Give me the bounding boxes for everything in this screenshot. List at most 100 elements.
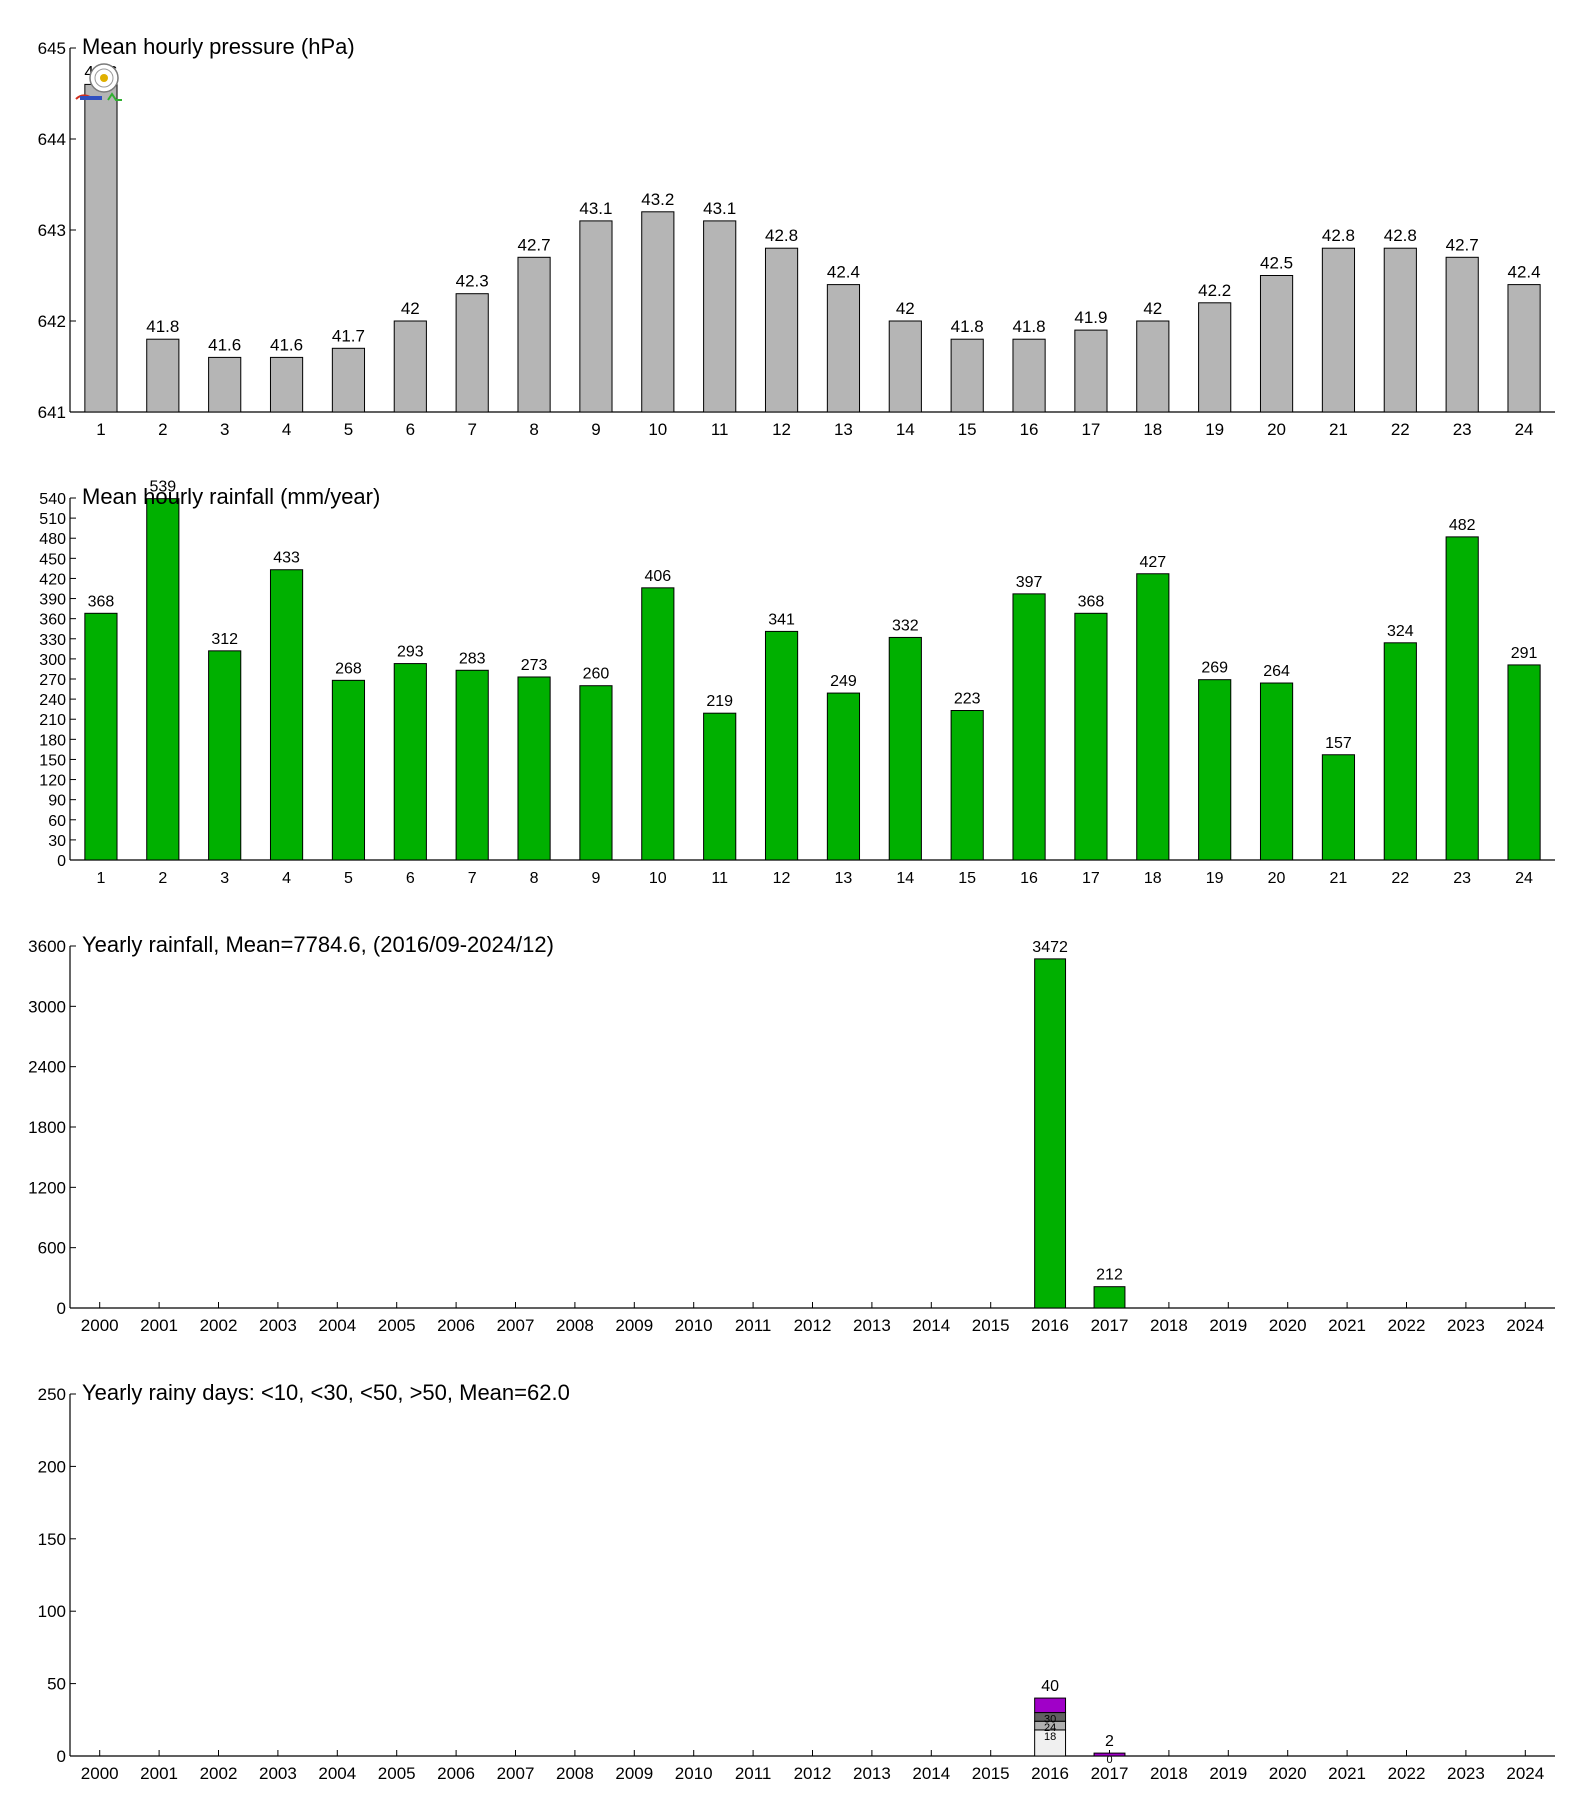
x-tick-label: 7	[467, 420, 476, 439]
bar	[208, 650, 242, 861]
bar	[826, 692, 861, 861]
x-tick-label: 2004	[318, 1316, 356, 1335]
x-tick-label: 2003	[259, 1316, 297, 1335]
x-tick-label: 2013	[853, 1316, 891, 1335]
x-tick-label: 2002	[200, 1316, 238, 1335]
data-label: 223	[954, 691, 981, 708]
x-tick-label: 2000	[81, 1764, 119, 1783]
x-tick-label: 23	[1453, 420, 1472, 439]
y-tick-label: 240	[39, 692, 66, 709]
x-tick-label: 2001	[140, 1316, 178, 1335]
x-tick-label: 2017	[1091, 1764, 1129, 1783]
y-tick-label: 1200	[28, 1178, 66, 1197]
x-tick-label: 9	[591, 420, 600, 439]
x-tick-label: 4	[282, 420, 291, 439]
y-tick-label: 643	[38, 221, 66, 240]
x-tick-label: 2006	[437, 1764, 475, 1783]
data-label: 42	[896, 299, 915, 318]
x-tick-label: 2023	[1447, 1764, 1485, 1783]
bar	[950, 710, 984, 861]
bar	[1321, 754, 1356, 861]
y-tick-label: 150	[39, 752, 66, 769]
x-tick-label: 2009	[615, 1316, 653, 1335]
y-tick-label: 390	[39, 592, 66, 609]
y-tick-label: 150	[38, 1530, 66, 1549]
chart-2-mean-hourly-rainfall: 0306090120150180210240270300330360390420…	[39, 479, 1555, 887]
data-label: 43.1	[579, 199, 612, 218]
bar	[455, 293, 489, 413]
bar	[208, 356, 242, 413]
y-tick-label: 300	[39, 652, 66, 669]
data-label: 41.8	[951, 317, 984, 336]
data-label: 3472	[1032, 939, 1068, 956]
y-tick-label: 200	[38, 1457, 66, 1476]
x-tick-label: 2011	[735, 1764, 772, 1783]
data-label: 433	[273, 550, 300, 567]
data-label: 368	[1078, 593, 1105, 610]
bar	[1383, 642, 1417, 861]
y-tick-label: 330	[39, 632, 66, 649]
bar	[826, 284, 861, 413]
bar	[331, 347, 366, 413]
x-tick-label: 8	[530, 870, 539, 887]
y-tick-label: 2400	[28, 1058, 66, 1077]
x-tick-label: 15	[958, 870, 976, 887]
x-tick-label: 18	[1143, 420, 1162, 439]
bar	[269, 569, 304, 861]
bar	[517, 676, 551, 861]
x-tick-label: 10	[648, 420, 667, 439]
bar	[1445, 536, 1479, 861]
x-tick-label: 6	[406, 420, 415, 439]
y-tick-label: 180	[39, 732, 66, 749]
y-tick-label: 60	[48, 813, 66, 830]
bar	[1012, 338, 1046, 413]
x-tick-label: 23	[1453, 870, 1471, 887]
y-tick-label: 450	[39, 551, 66, 568]
x-tick-label: 12	[772, 420, 791, 439]
data-label: 42.7	[1446, 235, 1479, 254]
bar	[393, 320, 427, 413]
data-label: 291	[1511, 645, 1538, 662]
data-label: 249	[830, 673, 857, 690]
x-tick-label: 2013	[853, 1764, 891, 1783]
y-tick-label: 0	[57, 1747, 66, 1766]
x-tick-label: 6	[406, 870, 415, 887]
x-tick-label: 2019	[1209, 1316, 1247, 1335]
data-label: 324	[1387, 623, 1414, 640]
bar	[146, 338, 180, 413]
data-label: 42.4	[827, 263, 860, 282]
x-tick-label: 2020	[1269, 1764, 1307, 1783]
data-label: 42.7	[518, 235, 551, 254]
x-tick-label: 2010	[675, 1764, 713, 1783]
x-tick-label: 2014	[912, 1316, 950, 1335]
data-label: 406	[644, 568, 671, 585]
data-label: 269	[1201, 660, 1228, 677]
data-label: 41.8	[146, 317, 179, 336]
data-label: 42.8	[1322, 226, 1355, 245]
x-tick-label: 10	[649, 870, 667, 887]
x-tick-label: 5	[344, 420, 353, 439]
data-label: 43.1	[703, 199, 736, 218]
bar	[1012, 593, 1046, 861]
y-tick-label: 210	[39, 712, 66, 729]
x-tick-label: 2015	[972, 1316, 1010, 1335]
x-tick-label: 17	[1082, 870, 1100, 887]
x-tick-label: 7	[468, 870, 477, 887]
bar	[1507, 284, 1541, 413]
segment-label: 18	[1044, 1731, 1056, 1743]
data-label: 397	[1016, 574, 1043, 591]
data-label: 539	[149, 479, 176, 496]
chart-title: Mean hourly rainfall (mm/year)	[82, 484, 380, 509]
x-tick-label: 3	[220, 870, 229, 887]
x-tick-label: 5	[344, 870, 353, 887]
data-label: 157	[1325, 735, 1352, 752]
bar	[1198, 302, 1232, 413]
data-label: 268	[335, 660, 362, 677]
x-tick-label: 2022	[1388, 1316, 1426, 1335]
data-label: 42	[1143, 299, 1162, 318]
y-tick-label: 600	[38, 1239, 66, 1258]
x-tick-label: 2007	[497, 1316, 535, 1335]
y-tick-label: 510	[39, 511, 66, 528]
x-tick-label: 22	[1391, 420, 1410, 439]
